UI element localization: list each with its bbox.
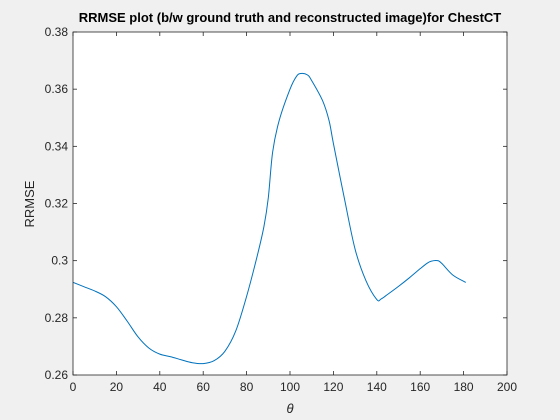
plot-area: [73, 32, 507, 375]
chart-title: RRMSE plot (b/w ground truth and reconst…: [79, 10, 502, 25]
y-tick-label: 0.3: [51, 254, 68, 268]
y-tick-label: 0.34: [45, 139, 69, 153]
y-tick-label: 0.28: [45, 311, 69, 325]
x-tick-label: 200: [497, 380, 517, 394]
y-tick-label: 0.32: [45, 197, 69, 211]
y-tick-label: 0.26: [45, 368, 69, 382]
x-tick-label: 60: [197, 380, 211, 394]
y-tick-label: 0.36: [45, 82, 69, 96]
x-tick-label: 0: [70, 380, 77, 394]
x-axis-label: θ: [286, 401, 293, 416]
x-tick-label: 120: [323, 380, 343, 394]
x-tick-label: 140: [367, 380, 387, 394]
y-tick-label: 0.38: [45, 25, 69, 39]
x-tick-label: 180: [454, 380, 474, 394]
x-tick-label: 160: [410, 380, 430, 394]
x-tick-label: 40: [153, 380, 167, 394]
x-tick-label: 100: [280, 380, 300, 394]
y-axis-label: RRMSE: [22, 180, 37, 227]
x-tick-label: 20: [110, 380, 124, 394]
x-tick-label: 80: [240, 380, 254, 394]
